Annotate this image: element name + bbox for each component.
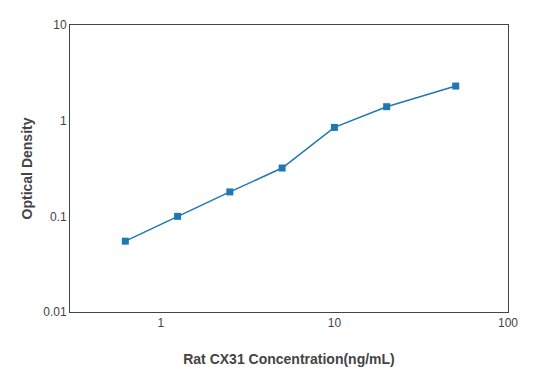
svg-text:10: 10 (328, 316, 342, 330)
svg-text:Rat CX31 Concentration(ng/mL): Rat CX31 Concentration(ng/mL) (183, 351, 395, 367)
svg-text:1: 1 (60, 114, 67, 128)
svg-text:Optical Density: Optical Density (19, 117, 35, 219)
svg-text:0.01: 0.01 (43, 305, 67, 319)
svg-text:1: 1 (157, 316, 164, 330)
svg-text:0.1: 0.1 (50, 210, 67, 224)
svg-text:10: 10 (53, 18, 67, 32)
svg-text:100: 100 (498, 316, 518, 330)
